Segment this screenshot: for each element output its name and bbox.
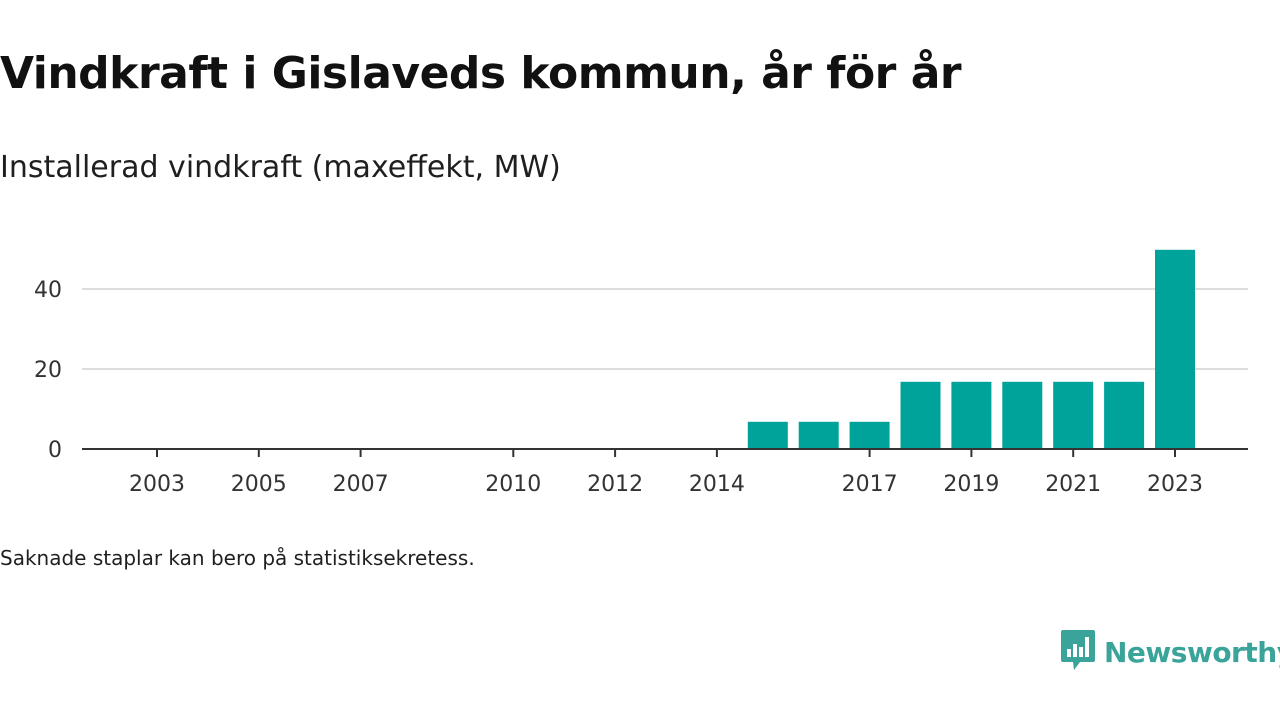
x-tick-label: 2007 xyxy=(333,472,389,497)
bar-2018 xyxy=(900,381,941,449)
bar-2015 xyxy=(747,421,788,449)
x-tick-label: 2003 xyxy=(129,472,185,497)
chart-title: Vindkraft i Gislaveds kommun, år för år xyxy=(0,48,962,99)
y-tick-label: 20 xyxy=(34,358,62,383)
brand-logo: Newsworthy xyxy=(1060,628,1280,676)
bar-chart-speech-bubble-icon xyxy=(1060,628,1096,676)
x-tick-label: 2017 xyxy=(842,472,898,497)
y-tick-label: 40 xyxy=(34,278,62,303)
x-tick-label: 2005 xyxy=(231,472,287,497)
brand-name: Newsworthy xyxy=(1104,635,1280,669)
bar-2016 xyxy=(798,421,839,449)
y-axis-ticks: 0 20 40 xyxy=(34,278,62,463)
bar-2020 xyxy=(1002,381,1043,449)
bar-2019 xyxy=(951,381,992,449)
grid-lines xyxy=(82,288,1248,370)
x-tick-label: 2021 xyxy=(1045,472,1101,497)
footnote: Saknade staplar kan bero på statistiksek… xyxy=(0,546,475,570)
x-tick-label: 2023 xyxy=(1147,472,1203,497)
bars xyxy=(747,249,1195,449)
x-tick-label: 2019 xyxy=(943,472,999,497)
x-tick-label: 2014 xyxy=(689,472,745,497)
bar-2017 xyxy=(849,421,890,449)
bar-2023 xyxy=(1155,249,1195,449)
bar-2021 xyxy=(1053,381,1094,449)
x-axis-ticks: 2003 2005 2007 2010 2012 2014 2017 2019 2021 2023 xyxy=(129,449,1203,497)
x-tick-label: 2010 xyxy=(485,472,541,497)
chart-subtitle: Installerad vindkraft (maxeffekt, MW) xyxy=(0,150,561,185)
y-tick-label: 0 xyxy=(48,438,62,463)
bar-2022 xyxy=(1104,381,1145,449)
x-tick-label: 2012 xyxy=(587,472,643,497)
